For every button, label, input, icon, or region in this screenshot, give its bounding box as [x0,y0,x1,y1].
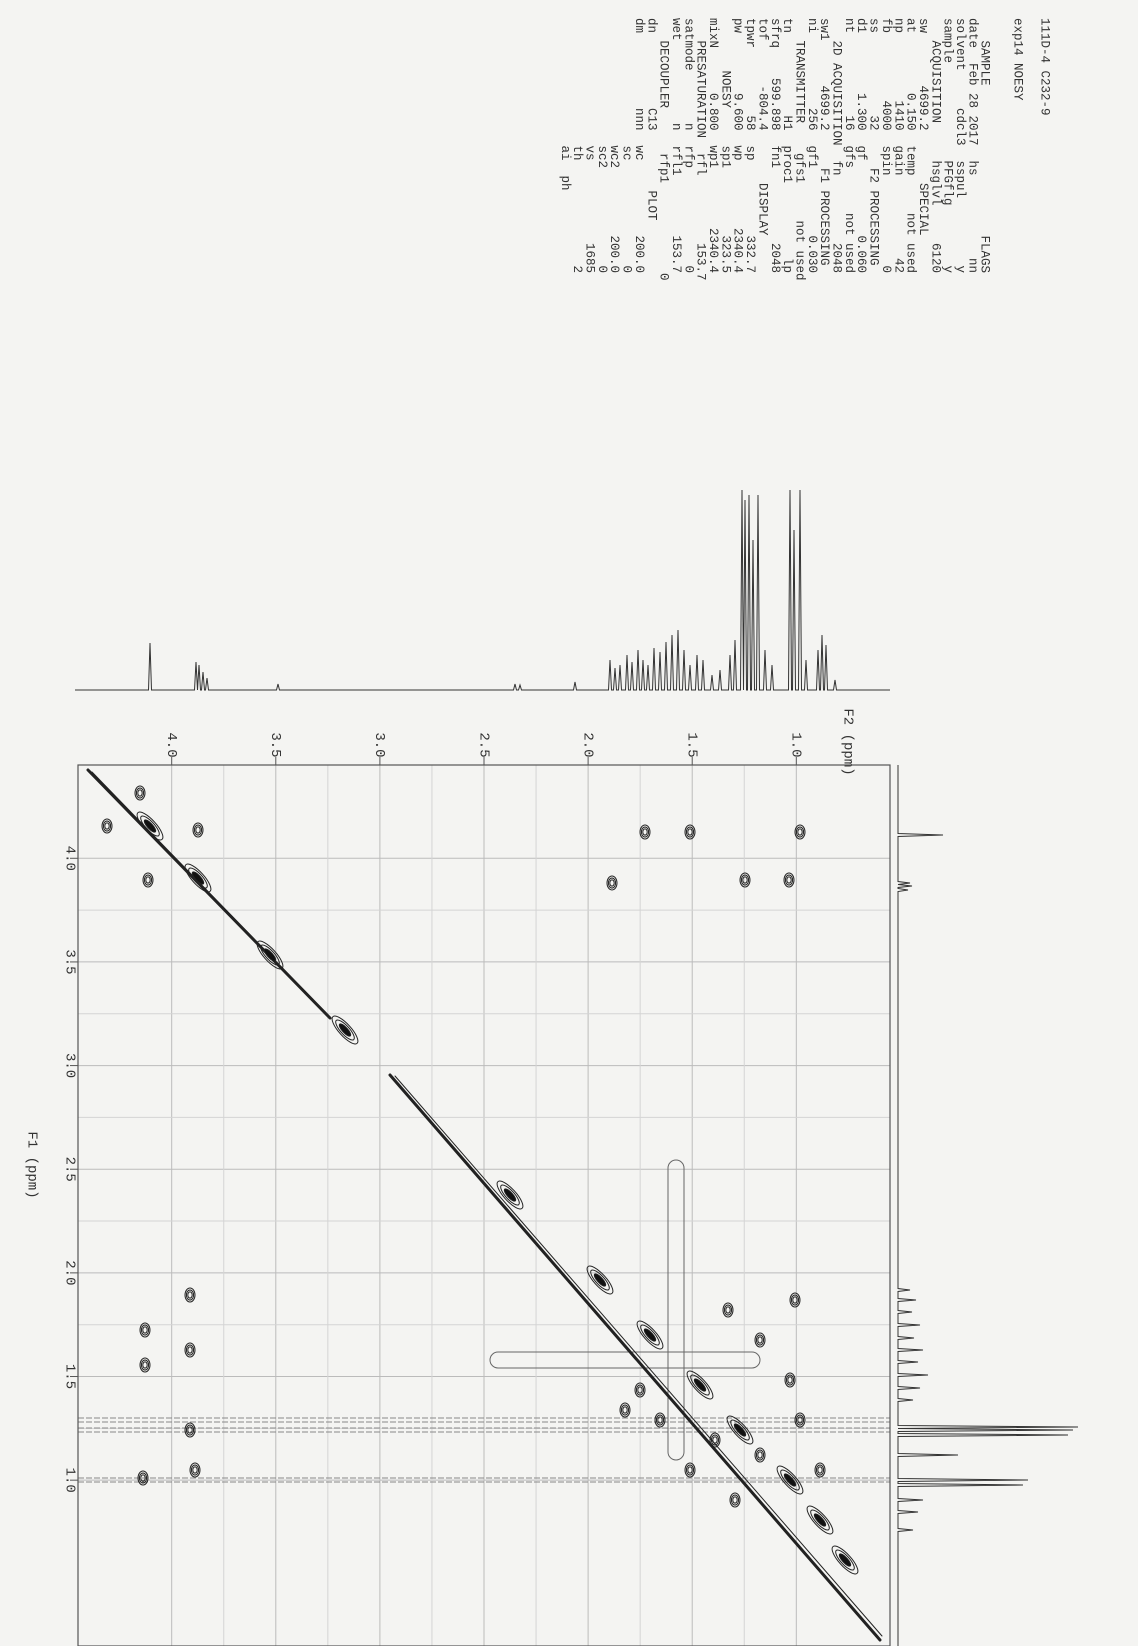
page: NOESY spectrum {"header": {"title": "111… [0,0,1138,1646]
f2-tick-label: 3.5 [267,732,283,757]
parameter-line: ai ph [558,18,572,191]
f2-tick-label: 4.0 [163,732,179,757]
f2-tick-label: 3.0 [371,732,387,757]
f2-tick-label: 1.0 [788,732,804,757]
f2-tick-label: 1.5 [684,732,700,757]
f1-axis-label: F1 (ppm) [23,1131,39,1198]
sample-title: 111D-4 C232-9 [1038,18,1052,116]
experiment-name: exp14 NOESY [1011,18,1025,101]
body: 111D-4 C232-9 exp14 NOESY F2 (ppm) F1 (p… [0,0,1138,1646]
f2-tick-label: 2.0 [579,732,595,757]
spectrum-page: 111D-4 C232-9 exp14 NOESY F2 (ppm) F1 (p… [0,0,1138,1646]
f2-tick-label: 2.5 [475,732,491,757]
